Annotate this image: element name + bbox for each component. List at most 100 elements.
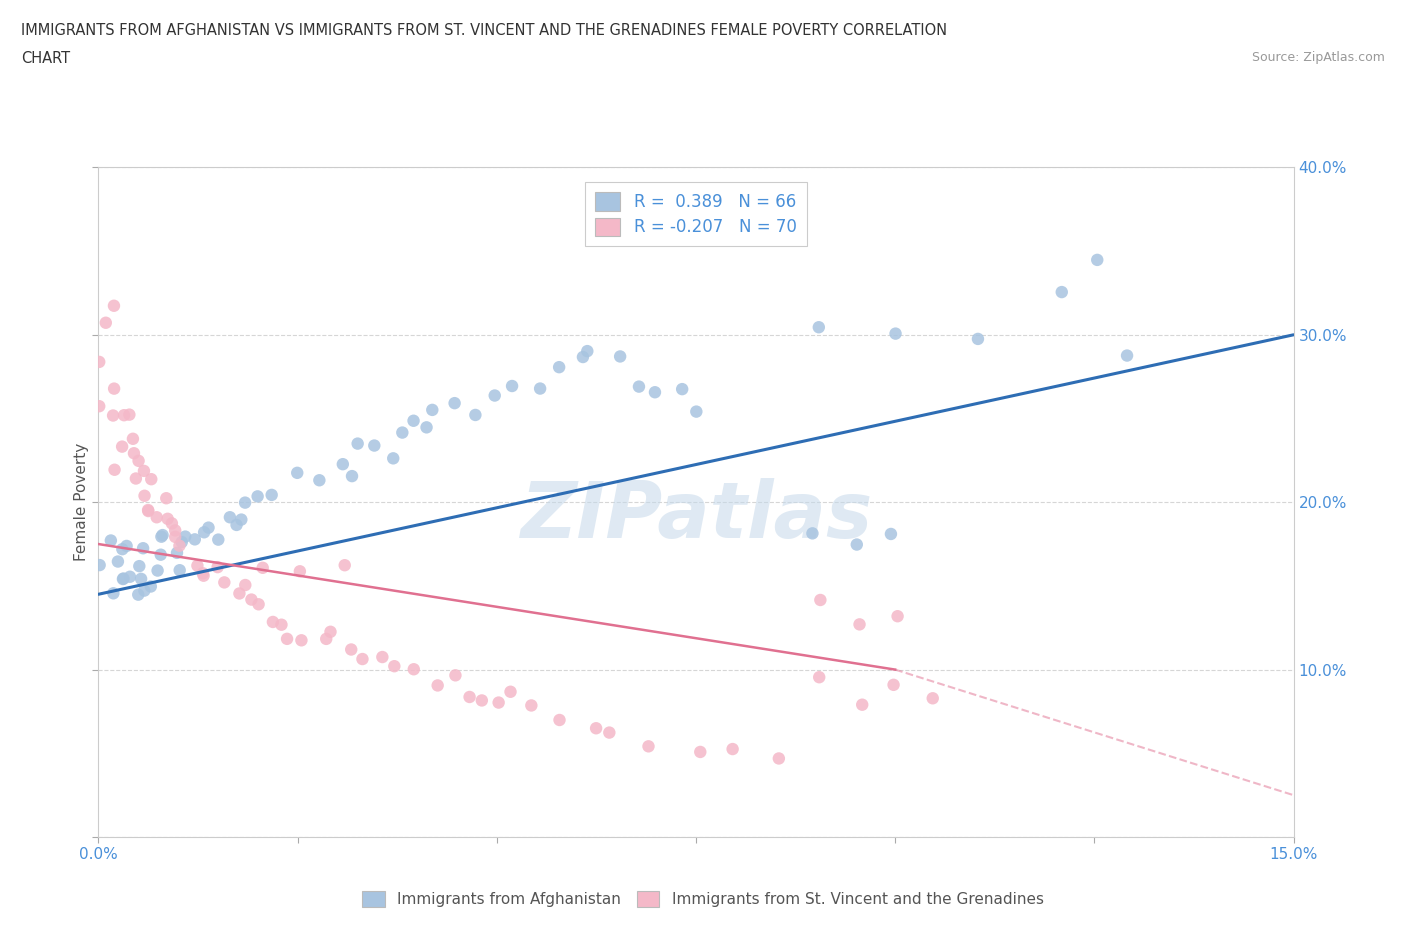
Point	[801, 526, 824, 541]
Point	[193, 525, 215, 539]
Point	[136, 502, 159, 517]
Legend: Immigrants from Afghanistan, Immigrants from St. Vincent and the Grenadines: Immigrants from Afghanistan, Immigrants …	[356, 884, 1050, 913]
Point	[884, 326, 907, 341]
Point	[288, 564, 311, 578]
Point	[134, 583, 156, 598]
Point	[332, 457, 354, 472]
Point	[609, 349, 631, 364]
Point	[426, 678, 449, 693]
Point	[247, 597, 270, 612]
Point	[458, 689, 481, 704]
Point	[150, 529, 173, 544]
Point	[228, 586, 250, 601]
Point	[111, 542, 134, 557]
Point	[721, 741, 744, 756]
Point	[363, 438, 385, 453]
Point	[132, 541, 155, 556]
Point	[276, 631, 298, 646]
Point	[207, 560, 229, 575]
Point	[89, 399, 111, 414]
Point	[169, 563, 191, 578]
Point	[529, 381, 551, 396]
Text: Source: ZipAtlas.com: Source: ZipAtlas.com	[1251, 51, 1385, 64]
Point	[165, 523, 187, 538]
Point	[415, 420, 437, 435]
Legend: R =  0.389   N = 66, R = -0.207   N = 70: R = 0.389 N = 66, R = -0.207 N = 70	[585, 182, 807, 246]
Point	[499, 684, 522, 699]
Point	[115, 538, 138, 553]
Point	[184, 532, 207, 547]
Point	[1085, 252, 1108, 267]
Point	[340, 469, 363, 484]
Point	[233, 578, 256, 592]
Point	[155, 491, 177, 506]
Point	[471, 693, 494, 708]
Point	[191, 565, 214, 580]
Point	[193, 568, 215, 583]
Point	[685, 405, 707, 419]
Point	[240, 592, 263, 607]
Point	[464, 407, 486, 422]
Point	[807, 320, 830, 335]
Point	[118, 569, 141, 584]
Point	[125, 472, 148, 486]
Point	[285, 465, 308, 480]
Point	[627, 379, 650, 394]
Point	[768, 751, 790, 766]
Point	[149, 547, 172, 562]
Point	[644, 385, 666, 400]
Point	[921, 691, 943, 706]
Point	[174, 529, 197, 544]
Point	[122, 445, 145, 460]
Point	[548, 360, 571, 375]
Point	[111, 572, 134, 587]
Point	[165, 529, 187, 544]
Point	[166, 545, 188, 560]
Point	[501, 379, 523, 393]
Point	[572, 350, 595, 365]
Point	[146, 563, 169, 578]
Point	[101, 408, 124, 423]
Point	[225, 517, 247, 532]
Point	[402, 413, 425, 428]
Point	[129, 571, 152, 586]
Point	[89, 558, 111, 573]
Point	[136, 504, 159, 519]
Point	[89, 354, 111, 369]
Point	[333, 558, 356, 573]
Point	[967, 331, 990, 346]
Point	[219, 510, 242, 525]
Point	[443, 395, 465, 410]
Point	[391, 425, 413, 440]
Point	[548, 712, 571, 727]
Point	[886, 609, 908, 624]
Point	[1116, 348, 1139, 363]
Point	[308, 472, 330, 487]
Point	[319, 624, 342, 639]
Point	[484, 388, 506, 403]
Point	[1050, 285, 1073, 299]
Point	[107, 554, 129, 569]
Point	[382, 451, 405, 466]
Point	[880, 526, 903, 541]
Point	[152, 527, 174, 542]
Point	[118, 407, 141, 422]
Point	[141, 472, 163, 486]
Text: ZIPatlas: ZIPatlas	[520, 478, 872, 553]
Point	[160, 516, 183, 531]
Text: CHART: CHART	[21, 51, 70, 66]
Point	[444, 668, 467, 683]
Point	[128, 559, 150, 574]
Point	[689, 745, 711, 760]
Point	[845, 538, 868, 552]
Point	[883, 677, 905, 692]
Point	[848, 617, 870, 631]
Point	[576, 344, 599, 359]
Point	[103, 381, 125, 396]
Point	[103, 299, 125, 313]
Point	[585, 721, 607, 736]
Point	[851, 698, 873, 712]
Point	[598, 725, 620, 740]
Point	[233, 495, 256, 510]
Point	[170, 535, 193, 550]
